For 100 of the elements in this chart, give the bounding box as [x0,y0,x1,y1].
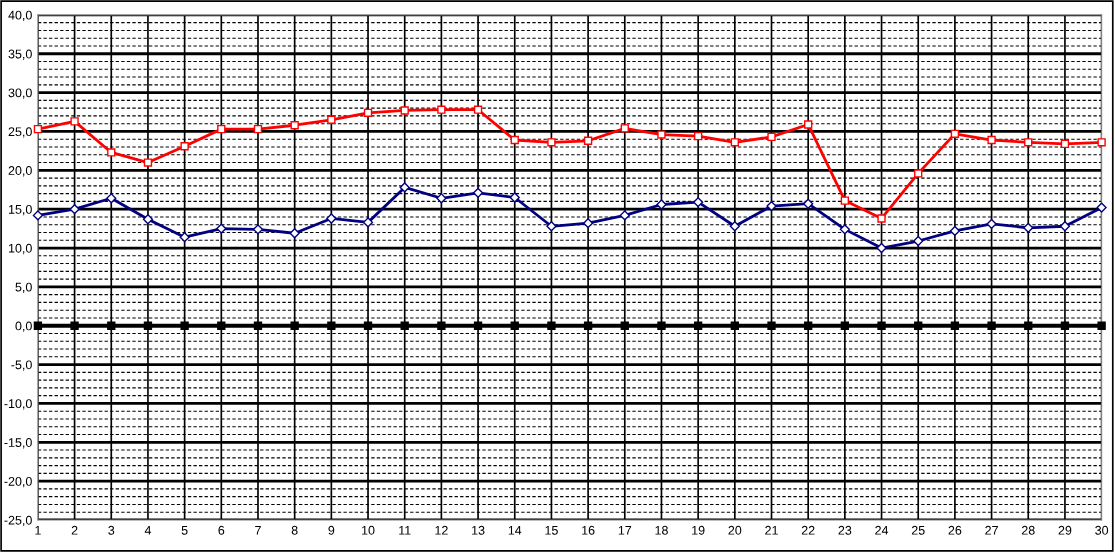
point [840,321,850,330]
point [987,321,996,330]
point [510,321,519,330]
y-tick-label: 35,0 [8,49,32,60]
point [32,210,44,221]
point [253,321,263,330]
x-tick-label: 28 [1021,525,1035,535]
x-tick-label: 26 [948,525,962,535]
point [877,214,886,223]
point [437,321,446,330]
point [767,132,776,142]
x-tick-label: 7 [255,526,261,535]
point [877,321,886,330]
point [362,217,374,228]
point [987,135,996,145]
y-tick-label: 0,0 [15,321,32,332]
point [582,218,594,229]
point [179,232,190,243]
point [216,223,227,234]
point [143,321,153,330]
point [657,130,666,139]
point [546,221,557,232]
y-tick-label: 25,0 [8,127,32,138]
point [840,196,850,205]
y-tick-label: -25,0 [4,515,32,527]
point [473,105,483,114]
x-tick-label: 30 [1095,525,1109,535]
point [914,169,923,178]
x-tick-label: 12 [435,525,448,535]
point [436,193,447,204]
point [914,321,923,330]
point [509,192,520,203]
point [289,228,300,239]
point [547,138,556,147]
point [950,129,960,138]
point [253,124,263,134]
y-tick-label: -15,0 [4,438,32,449]
point [180,142,189,151]
point [33,124,43,134]
point [143,158,153,167]
point [472,187,484,198]
y-tick-label: 20,0 [8,166,32,177]
x-tick-label: 25 [911,525,925,535]
y-tick-label: -5,0 [11,360,32,371]
x-tick-label: 10 [362,525,375,535]
point [767,321,776,330]
x-tick-label: 14 [508,526,522,535]
x-tick-label: 19 [692,525,705,535]
point [106,193,117,204]
x-tick-label: 3 [108,525,115,535]
x-tick-label: 29 [1058,525,1072,535]
point [400,106,409,115]
point [949,225,961,237]
x-tick-label: 11 [399,526,411,535]
point [70,117,79,126]
point [69,204,80,215]
x-tick-label: 4 [144,526,152,535]
x-tick-label: 24 [875,525,889,535]
x-tick-label: 2 [71,525,78,535]
point [290,121,299,130]
point [620,124,629,133]
point [107,321,116,330]
x-tick-label: 13 [472,525,485,535]
point [730,321,739,330]
point [473,321,483,330]
x-tick-label: 6 [218,525,225,535]
point [583,136,593,145]
point [180,321,189,330]
x-tick-label: 9 [328,525,335,535]
point [217,321,226,330]
point [1097,321,1106,330]
point [363,108,373,117]
point [142,214,154,225]
point [326,213,337,224]
point [950,321,960,330]
y-tick-label: 15,0 [8,204,32,216]
x-tick-label: 1 [35,526,41,535]
y-tick-label: -10,0 [4,399,32,410]
x-tick-label: 27 [985,525,998,535]
point [804,321,813,330]
y-tick-label: 5,0 [15,282,32,293]
point [399,182,410,193]
x-tick-label: 8 [291,525,298,535]
x-tick-label: 20 [728,525,742,535]
point [290,321,299,330]
point [804,120,813,129]
point [70,321,79,330]
point [803,198,814,209]
point [327,321,336,330]
point [547,321,556,330]
x-tick-label: 18 [655,525,668,535]
point [583,321,593,330]
point [437,105,446,114]
point [913,235,924,247]
point [1096,202,1107,213]
point [1097,138,1106,147]
point [363,321,373,330]
point [107,148,116,157]
point [1023,222,1034,233]
point [693,197,704,208]
